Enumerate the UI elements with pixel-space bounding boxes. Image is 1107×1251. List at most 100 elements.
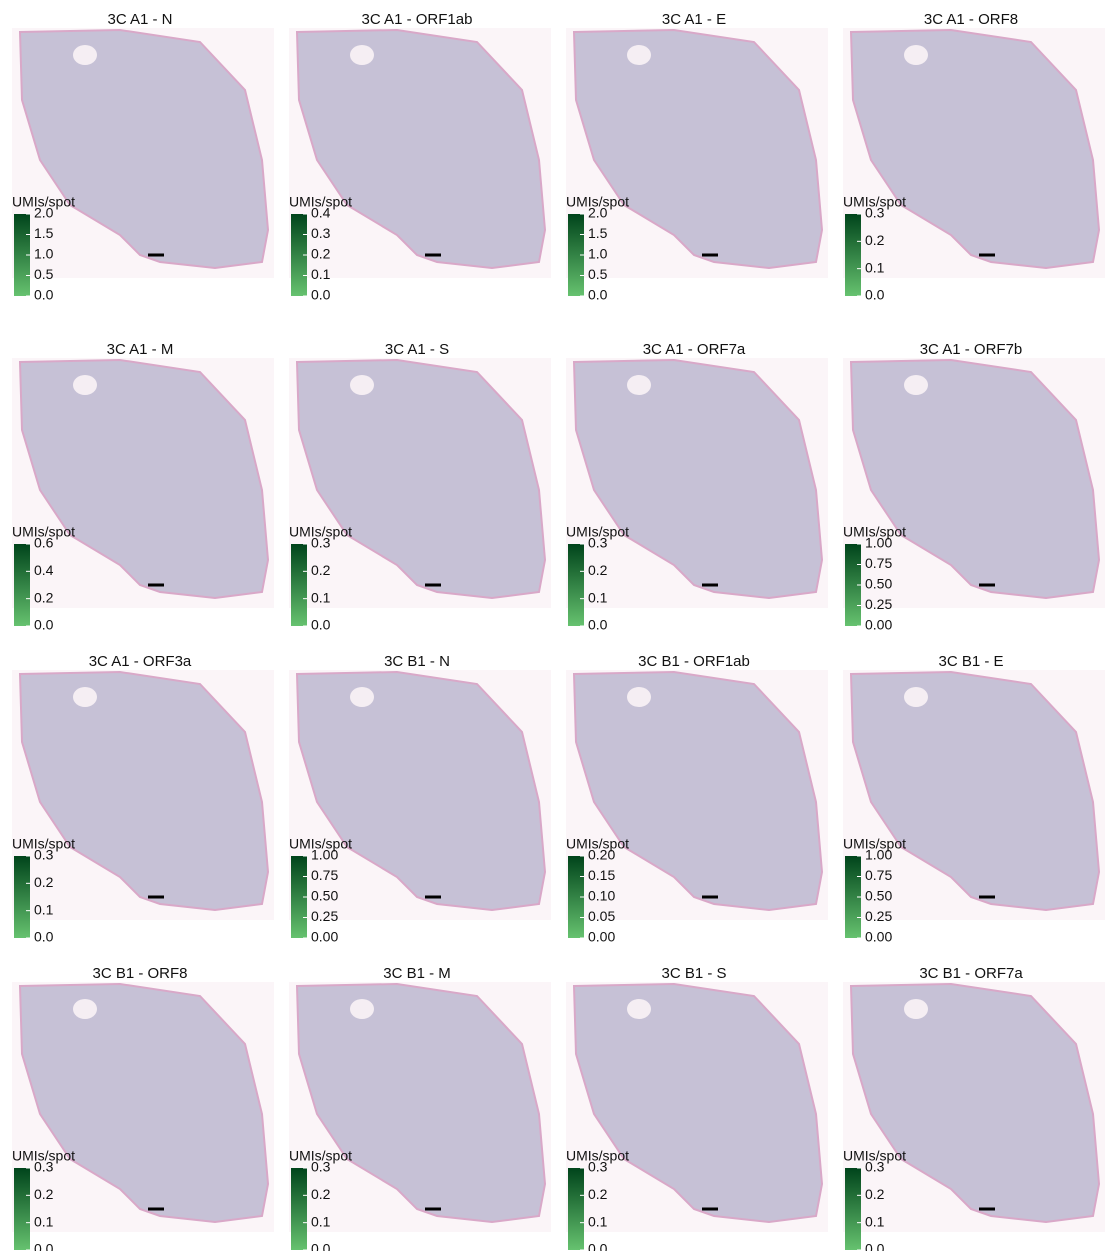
- panel-title: 3C A1 - ORF7a: [643, 341, 746, 358]
- colorbar-tick-label: 0.2: [865, 232, 885, 248]
- colorbar-tick-label: 0.4: [311, 205, 331, 221]
- colorbar-tick-label: 0.5: [34, 266, 54, 282]
- panel: 3C B1 - MUMIs/spot0.00.10.20.3: [289, 965, 551, 1251]
- colorbar: [14, 544, 30, 626]
- colorbar-tick-label: 0.0: [34, 287, 54, 303]
- colorbar: [14, 1168, 30, 1250]
- colorbar-tick-label: 0.25: [865, 908, 892, 924]
- colorbar-tick-label: 0.0: [34, 1241, 54, 1251]
- colorbar: [845, 1168, 861, 1250]
- panel-title: 3C A1 - N: [107, 11, 172, 28]
- tissue-hole: [627, 999, 651, 1019]
- colorbar-tick-label: 0.1: [311, 1213, 331, 1229]
- colorbar-tick-label: 0.0: [865, 287, 885, 303]
- colorbar-tick-label: 0.3: [588, 535, 608, 551]
- tissue-hole: [627, 45, 651, 65]
- colorbar-tick-label: 0.10: [588, 888, 615, 904]
- colorbar: [845, 214, 861, 296]
- colorbar-tick-label: 0.0: [311, 617, 331, 633]
- colorbar-tick-label: 0.0: [34, 929, 54, 945]
- tissue-hole: [73, 999, 97, 1019]
- colorbar-tick-label: 0.2: [588, 562, 608, 578]
- colorbar-tick-label: 0.50: [865, 888, 892, 904]
- colorbar-tick-label: 0.2: [311, 1186, 331, 1202]
- colorbar: [568, 1168, 584, 1250]
- colorbar-tick-label: 0.0: [588, 617, 608, 633]
- colorbar-tick-label: 0.2: [865, 1186, 885, 1202]
- colorbar-tick-label: 0.3: [311, 225, 331, 241]
- panel: 3C B1 - SUMIs/spot0.00.10.20.3: [566, 965, 828, 1251]
- colorbar-tick-label: 1.00: [311, 847, 338, 863]
- panel: 3C A1 - ORF7bUMIs/spot0.000.250.500.751.…: [843, 341, 1105, 633]
- panel-title: 3C B1 - N: [384, 653, 450, 670]
- colorbar-tick-label: 0.2: [311, 562, 331, 578]
- colorbar-tick-label: 0.3: [311, 535, 331, 551]
- colorbar: [14, 856, 30, 938]
- tissue-hole: [627, 375, 651, 395]
- colorbar-tick-label: 0.3: [311, 1159, 331, 1175]
- colorbar-tick-label: 1.0: [588, 246, 608, 262]
- panel-title: 3C B1 - M: [383, 965, 451, 982]
- panel-title: 3C B1 - E: [938, 653, 1003, 670]
- panel-title: 3C B1 - ORF8: [92, 965, 187, 982]
- colorbar-tick-label: 0.50: [311, 888, 338, 904]
- colorbar: [291, 1168, 307, 1250]
- colorbar-tick-label: 0.0: [588, 287, 608, 303]
- colorbar-tick-label: 0.20: [588, 847, 615, 863]
- colorbar-tick-label: 0.0: [311, 1241, 331, 1251]
- tissue-hole: [73, 45, 97, 65]
- colorbar-tick-label: 0.00: [588, 929, 615, 945]
- tissue-hole: [73, 375, 97, 395]
- colorbar-tick-label: 0.00: [865, 617, 892, 633]
- colorbar-tick-label: 0.1: [588, 589, 608, 605]
- colorbar-tick-label: 0.2: [34, 874, 54, 890]
- colorbar-tick-label: 1.00: [865, 535, 892, 551]
- colorbar-tick-label: 0.00: [865, 929, 892, 945]
- colorbar-tick-label: 0.2: [311, 246, 331, 262]
- colorbar-tick-label: 0.0: [865, 1241, 885, 1251]
- colorbar-tick-label: 0.1: [865, 1213, 885, 1229]
- tissue-hole: [350, 45, 374, 65]
- figure: 3C A1 - NUMIs/spot0.00.51.01.52.03C A1 -…: [0, 0, 1107, 1251]
- tissue-hole: [350, 687, 374, 707]
- panel-title: 3C A1 - E: [662, 11, 726, 28]
- colorbar-tick-label: 2.0: [34, 205, 54, 221]
- tissue-hole: [904, 375, 928, 395]
- tissue-hole: [350, 375, 374, 395]
- colorbar-tick-label: 0.75: [311, 867, 338, 883]
- tissue-hole: [627, 687, 651, 707]
- panel: 3C A1 - ORF7aUMIs/spot0.00.10.20.3: [566, 341, 828, 633]
- panel: 3C A1 - NUMIs/spot0.00.51.01.52.0: [12, 11, 274, 303]
- colorbar-tick-label: 0.0: [311, 287, 331, 303]
- tissue-hole: [350, 999, 374, 1019]
- colorbar-tick-label: 1.5: [588, 225, 608, 241]
- colorbar-tick-label: 0.0: [588, 1241, 608, 1251]
- colorbar-tick-label: 0.5: [588, 266, 608, 282]
- colorbar-tick-label: 0.2: [34, 589, 54, 605]
- colorbar-tick-label: 0.75: [865, 867, 892, 883]
- panel-title: 3C A1 - ORF1ab: [362, 11, 473, 28]
- colorbar-tick-label: 2.0: [588, 205, 608, 221]
- panel: 3C B1 - ORF1abUMIs/spot0.000.050.100.150…: [566, 653, 828, 945]
- panel: 3C A1 - ORF8UMIs/spot0.00.10.20.3: [843, 11, 1105, 303]
- colorbar-tick-label: 0.0: [34, 617, 54, 633]
- colorbar-tick-label: 0.75: [865, 555, 892, 571]
- colorbar-tick-label: 0.25: [311, 908, 338, 924]
- colorbar-tick-label: 0.3: [865, 205, 885, 221]
- panel: 3C A1 - EUMIs/spot0.00.51.01.52.0: [566, 11, 828, 303]
- colorbar-tick-label: 1.0: [34, 246, 54, 262]
- colorbar-tick-label: 0.2: [588, 1186, 608, 1202]
- colorbar-tick-label: 0.1: [588, 1213, 608, 1229]
- colorbar-tick-label: 0.00: [311, 929, 338, 945]
- colorbar: [568, 544, 584, 626]
- colorbar-tick-label: 0.50: [865, 576, 892, 592]
- colorbar: [291, 544, 307, 626]
- tissue-hole: [73, 687, 97, 707]
- panel-title: 3C B1 - S: [661, 965, 726, 982]
- panel-title: 3C B1 - ORF1ab: [638, 653, 750, 670]
